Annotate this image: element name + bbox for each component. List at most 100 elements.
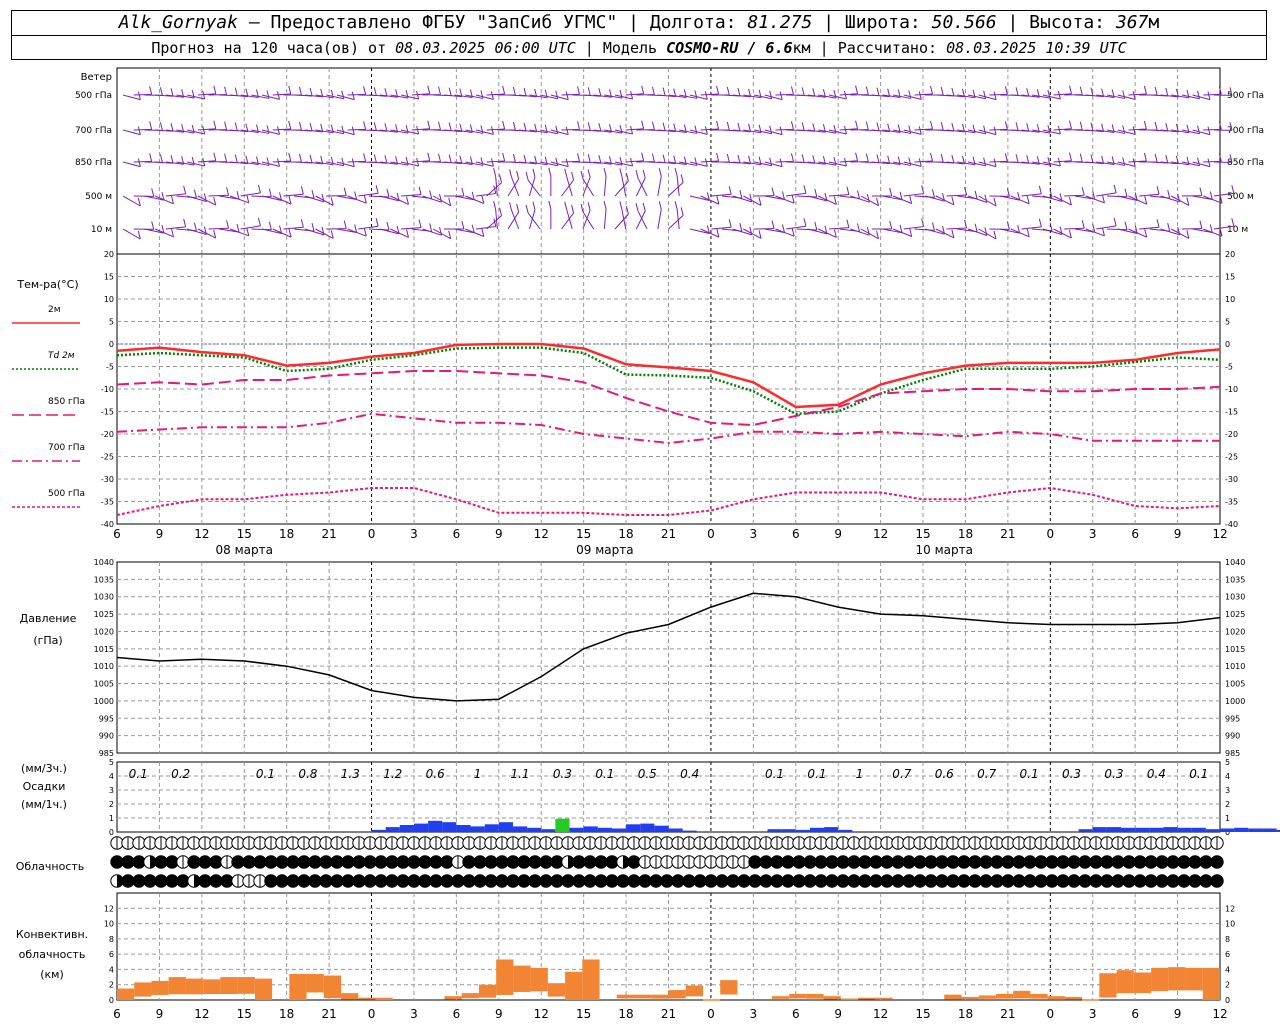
temp-hour-tick: 0: [368, 527, 376, 541]
wind-barb: [229, 161, 248, 165]
wind-barb: [753, 161, 772, 167]
wind-barb: [850, 228, 870, 236]
wind-barb: [1192, 195, 1213, 200]
temp-hour-tick: 6: [113, 527, 121, 541]
wind-barb: [893, 161, 911, 166]
convective-bar: [375, 997, 393, 1000]
wind-barb: [304, 195, 325, 203]
wind-barb-flag: [311, 189, 315, 199]
wind-barb-flag: [279, 225, 283, 234]
wind-barb: [261, 161, 280, 167]
wind-barb: [1203, 195, 1223, 204]
precip-bar: [795, 829, 810, 832]
temp-series-line: [116, 412, 1220, 445]
wind-barb: [1107, 228, 1128, 231]
wind-barb: [315, 94, 334, 99]
wind-barb: [197, 93, 216, 96]
wind-barb-flag: [779, 158, 783, 167]
wind-barb-flag: [1229, 154, 1233, 163]
wind-barb: [411, 128, 430, 131]
wind-barb: [1117, 195, 1138, 201]
wind-barb: [871, 94, 890, 98]
wind-level-label-left: 10 м: [91, 225, 112, 235]
convective-bar: [702, 999, 721, 1001]
wind-barb: [732, 129, 751, 133]
precip-3h-label: 0.8: [298, 767, 317, 781]
convective-bar: [306, 974, 324, 993]
wind-barb: [379, 129, 398, 133]
wind-barb: [475, 129, 494, 135]
wind-barb-flag: [298, 153, 302, 163]
precip-3h-label: 0.1: [1020, 767, 1039, 781]
temp-ytick-right: 5: [1225, 318, 1230, 327]
wind-barb-flag: [343, 220, 347, 229]
wind-barb: [1021, 193, 1042, 197]
wind-barb-flag: [1197, 125, 1201, 134]
wind-barb: [796, 129, 815, 132]
wind-barb-flag: [1218, 121, 1222, 130]
wind-barb: [432, 195, 451, 207]
wind-barb-flag: [1092, 191, 1096, 200]
wind-barb: [593, 161, 612, 165]
wind-barb-flag: [516, 170, 520, 180]
wind-barb: [1181, 161, 1200, 167]
wind-barb: [390, 94, 409, 99]
temp-ytick-left: 0: [109, 340, 114, 349]
wind-barb: [443, 129, 462, 133]
convective-bar: [151, 980, 169, 995]
convective-bar: [358, 997, 376, 1000]
wind-barb-flag: [246, 227, 250, 236]
pressure-ytick-right: 1010: [1225, 662, 1245, 671]
wind-barb-flag: [1081, 220, 1085, 229]
wind-barb-flag: [448, 87, 452, 96]
pressure-ytick-left: 1000: [94, 697, 114, 706]
wind-barb: [197, 195, 216, 206]
wind-barb-flag: [704, 91, 708, 100]
wind-barb-flag: [716, 85, 720, 95]
wind-barb-flag: [532, 201, 536, 210]
wind-barb: [1171, 129, 1190, 134]
convective-bar: [254, 978, 273, 1000]
convective-hour-tick: 6: [453, 1007, 461, 1021]
wind-barb: [511, 210, 520, 230]
wind-barb-flag: [801, 154, 805, 163]
wind-barb-flag: [1209, 191, 1213, 200]
pressure-ytick-left: 1035: [94, 575, 114, 584]
precip-bar: [527, 827, 542, 832]
convective-bar: [461, 993, 479, 999]
wind-barb-flag: [1134, 225, 1138, 234]
wind-barb-flag: [151, 188, 155, 197]
wind-barb-flag: [1069, 120, 1073, 129]
wind-barb-flag: [288, 152, 292, 162]
wind-barb: [989, 128, 1008, 131]
wind-barb: [379, 94, 398, 98]
wind-barb: [1053, 128, 1072, 131]
wind-barb-flag: [865, 121, 869, 130]
wind-barb-flag: [384, 155, 388, 164]
precip-bar: [809, 827, 825, 832]
wind-barb: [657, 161, 676, 165]
wind-barb-flag: [940, 121, 944, 131]
wind-barb-flag: [354, 191, 358, 200]
wind-barb-flag: [1132, 158, 1136, 167]
wind-barb: [561, 93, 580, 96]
wind-barb: [486, 160, 505, 163]
wind-barb-flag: [288, 120, 292, 130]
wind-barb-flag: [471, 224, 475, 233]
wind-barb-flag: [406, 196, 410, 205]
convective-hour-tick: 0: [707, 1007, 715, 1021]
wind-barb: [882, 129, 901, 134]
wind-barb: [165, 193, 186, 197]
wind-barb: [614, 213, 629, 230]
wind-barb-flag: [499, 207, 503, 216]
convective-bar: [289, 974, 307, 1000]
wind-barb: [657, 94, 676, 98]
wind-barb: [882, 228, 903, 234]
wind-barb-flag: [151, 221, 155, 230]
wind-barb-flag: [493, 200, 497, 210]
wind-level-label-left: 700 гПа: [75, 126, 112, 136]
pressure-ytick-right: 995: [1225, 714, 1240, 723]
convective-hour-tick: 12: [194, 1007, 209, 1021]
wind-barb: [1107, 195, 1128, 198]
wind-barb: [165, 94, 184, 98]
